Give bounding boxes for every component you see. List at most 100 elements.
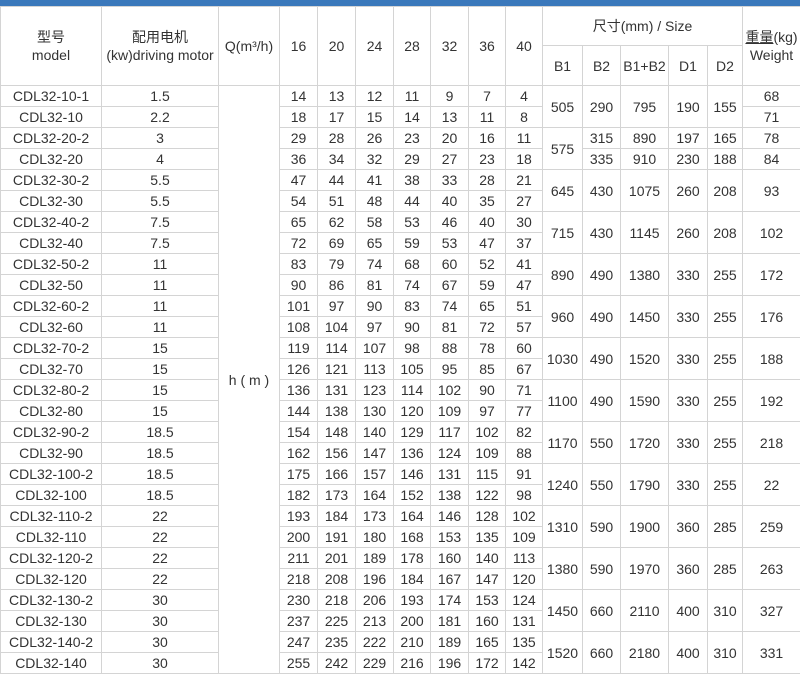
cell-head-value: 121 bbox=[317, 358, 356, 380]
cell-head-value: 172 bbox=[468, 652, 506, 674]
cell-d1: 330 bbox=[668, 463, 708, 506]
table-row: CDL32-90-2 18.5 154 148 140 129 117 102 82 1170 55… bbox=[0, 421, 800, 464]
cell-motor: 1.5 bbox=[101, 85, 219, 107]
cell-head-value: 12 bbox=[355, 85, 394, 107]
col-header-flow-7: 40 bbox=[505, 6, 543, 86]
table-row: CDL32-50-2 11 83 79 74 68 60 52 41 890 490 1380 330 2… bbox=[0, 253, 800, 296]
cell-d1: 260 bbox=[668, 169, 708, 212]
cell-motor: 18.5 bbox=[101, 442, 219, 464]
cell-head-value: 109 bbox=[468, 442, 506, 464]
cell-motor: 30 bbox=[101, 631, 219, 653]
cell-model: CDL32-50 bbox=[0, 274, 102, 296]
cell-weight: 172 bbox=[742, 253, 800, 296]
cell-head-value: 115 bbox=[468, 463, 506, 485]
cell-head-value: 201 bbox=[317, 547, 356, 569]
cell-head-value: 44 bbox=[317, 169, 356, 191]
cell-weight: 188 bbox=[742, 337, 800, 380]
cell-b1: 505 bbox=[542, 85, 583, 128]
cell-weight: 327 bbox=[742, 589, 800, 632]
cell-head-value: 36 bbox=[279, 148, 318, 170]
cell-head-value: 193 bbox=[393, 589, 431, 611]
cell-motor: 18.5 bbox=[101, 421, 219, 443]
table-row: CDL32-20 4 36 34 32 29 27 23 18 335 910 230 188 84 bbox=[0, 148, 800, 170]
table-row: CDL32-10-1 1.5 h ( m ) 14 13 12 11 9 7 4 505 290 795… bbox=[0, 85, 800, 674]
col-header-model-en: model bbox=[31, 47, 71, 63]
table-row: CDL32-120-2 22 211 201 189 178 160 140 113 1380 59… bbox=[0, 547, 800, 590]
cell-b1-plus-b2: 890 bbox=[620, 127, 669, 149]
cell-head-value: 77 bbox=[505, 400, 543, 422]
cell-head-value: 85 bbox=[468, 358, 506, 380]
cell-motor: 11 bbox=[101, 295, 219, 317]
table-row: CDL32-70-2 15 119 114 107 98 88 78 60 1030 490 1520… bbox=[0, 337, 800, 380]
cell-head-value: 82 bbox=[505, 421, 543, 443]
cell-head-value: 38 bbox=[393, 169, 431, 191]
cell-head-value: 242 bbox=[317, 652, 356, 674]
cell-weight: 192 bbox=[742, 379, 800, 422]
cell-head-value: 247 bbox=[279, 631, 318, 653]
cell-head-value: 88 bbox=[430, 337, 469, 359]
cell-head-value: 13 bbox=[317, 85, 356, 107]
cell-motor: 5.5 bbox=[101, 190, 219, 212]
cell-head-value: 113 bbox=[355, 358, 394, 380]
cell-b1: 1100 bbox=[542, 379, 583, 422]
cell-d2: 310 bbox=[706, 589, 744, 632]
cell-head-value: 71 bbox=[505, 379, 543, 401]
cell-head-value: 160 bbox=[430, 547, 469, 569]
cell-head-value: 14 bbox=[279, 85, 318, 107]
cell-model: CDL32-80-2 bbox=[0, 379, 102, 401]
cell-head-value: 51 bbox=[505, 295, 543, 317]
cell-head-value: 59 bbox=[468, 274, 506, 296]
cell-head-value: 164 bbox=[393, 505, 431, 527]
cell-head-value: 160 bbox=[468, 610, 506, 632]
cell-d2: 188 bbox=[706, 148, 744, 170]
cell-head-value: 16 bbox=[468, 127, 506, 149]
cell-head-value: 156 bbox=[317, 442, 356, 464]
cell-head-value: 114 bbox=[317, 337, 356, 359]
cell-head-value: 90 bbox=[468, 379, 506, 401]
cell-d2: 255 bbox=[706, 337, 744, 380]
cell-b2: 290 bbox=[582, 85, 621, 128]
cell-head-value: 98 bbox=[505, 484, 543, 506]
cell-head-value: 196 bbox=[430, 652, 469, 674]
cell-head-value: 52 bbox=[468, 253, 506, 275]
cell-model: CDL32-10 bbox=[0, 106, 102, 128]
table-row: CDL32-140-2 30 247 235 222 210 189 165 135 1520 66… bbox=[0, 631, 800, 674]
cell-head-value: 54 bbox=[279, 190, 318, 212]
cell-head-value: 208 bbox=[317, 568, 356, 590]
cell-d2: 155 bbox=[706, 85, 744, 128]
col-header-d2: D2 bbox=[706, 45, 744, 86]
cell-head-value: 225 bbox=[317, 610, 356, 632]
cell-head-value: 83 bbox=[279, 253, 318, 275]
cell-head-value: 23 bbox=[393, 127, 431, 149]
cell-head-value: 104 bbox=[317, 316, 356, 338]
cell-b2: 430 bbox=[582, 211, 621, 254]
cell-head-value: 162 bbox=[279, 442, 318, 464]
cell-motor: 11 bbox=[101, 274, 219, 296]
cell-b1-plus-b2: 1790 bbox=[620, 463, 669, 506]
cell-model: CDL32-50-2 bbox=[0, 253, 102, 275]
cell-head-value: 4 bbox=[505, 85, 543, 107]
table-header: 型号 model 配用电机 (kw)driving motor Q(m³/h) … bbox=[0, 6, 800, 86]
cell-b2: 490 bbox=[582, 295, 621, 338]
cell-head-value: 98 bbox=[393, 337, 431, 359]
cell-b2: 490 bbox=[582, 379, 621, 422]
cell-head-value: 95 bbox=[430, 358, 469, 380]
cell-b2: 335 bbox=[582, 148, 621, 170]
cell-head-value: 136 bbox=[279, 379, 318, 401]
cell-head-value: 34 bbox=[317, 148, 356, 170]
cell-motor: 18.5 bbox=[101, 463, 219, 485]
cell-head-value: 107 bbox=[355, 337, 394, 359]
cell-model: CDL32-20 bbox=[0, 148, 102, 170]
cell-head-value: 90 bbox=[393, 316, 431, 338]
cell-head-value: 46 bbox=[430, 211, 469, 233]
cell-head-value: 184 bbox=[317, 505, 356, 527]
cell-model: CDL32-100-2 bbox=[0, 463, 102, 485]
cell-head-value: 131 bbox=[317, 379, 356, 401]
col-header-motor-zh: 配用电机 bbox=[132, 28, 188, 45]
cell-head-value: 47 bbox=[468, 232, 506, 254]
cell-head-value: 229 bbox=[355, 652, 394, 674]
cell-head-value: 173 bbox=[355, 505, 394, 527]
cell-d2: 285 bbox=[706, 547, 744, 590]
cell-b1-plus-b2: 910 bbox=[620, 148, 669, 170]
cell-head-value: 74 bbox=[430, 295, 469, 317]
